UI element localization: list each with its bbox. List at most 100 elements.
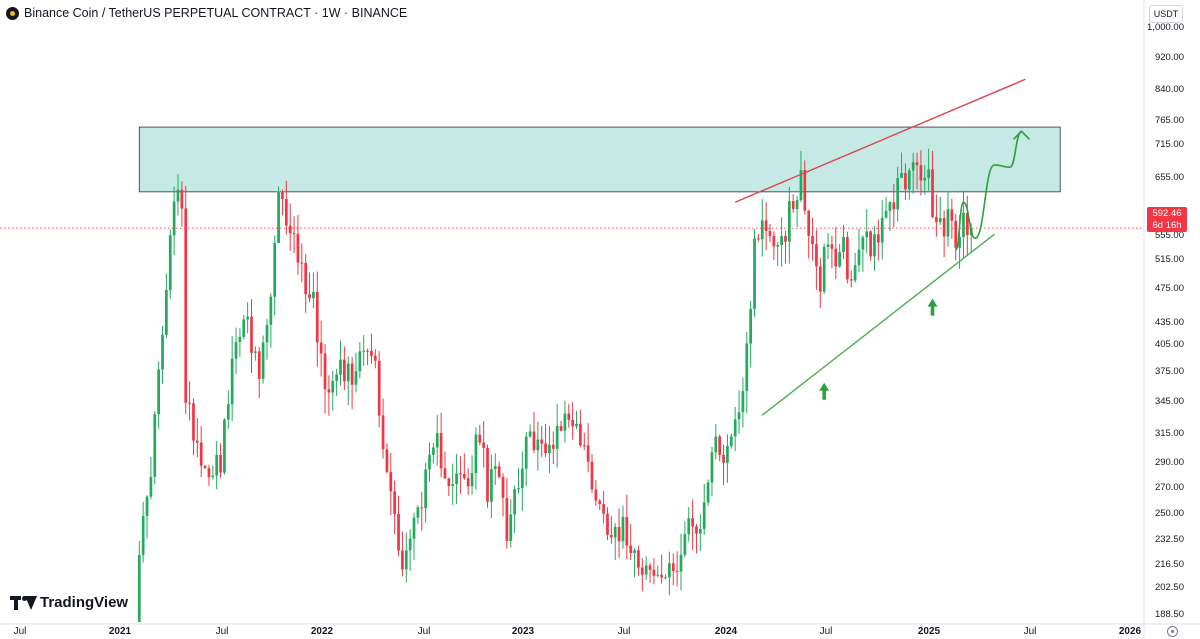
candle-body [822, 246, 826, 292]
candle-body [629, 545, 633, 553]
price-tick-label: 202.50 [1155, 582, 1184, 593]
candle-body [281, 191, 284, 200]
candle-body [145, 496, 149, 516]
candle-body [609, 534, 613, 538]
candle-body [799, 170, 803, 201]
candle-body [377, 360, 381, 416]
candle-body [501, 476, 505, 498]
time-tick-label: Jul [618, 626, 631, 637]
candle-body [675, 571, 679, 573]
candle-body [215, 454, 219, 476]
tradingview-logo[interactable]: TradingView [10, 594, 128, 611]
candle-body [830, 244, 834, 249]
candle-body [226, 404, 230, 420]
time-tick-label: 2021 [109, 626, 132, 637]
candle-body [447, 478, 451, 487]
price-tick-label: 515.00 [1155, 254, 1184, 265]
candle-body [257, 351, 261, 379]
candle-body [582, 445, 586, 447]
candle-body [223, 419, 226, 473]
candle-body [250, 316, 253, 353]
candle-body [664, 577, 667, 579]
candle-body [536, 439, 540, 451]
time-tick-label: 2024 [715, 626, 738, 637]
candle-body [424, 469, 427, 509]
candle-body [509, 514, 513, 541]
candle-body [153, 414, 157, 477]
candle-body [861, 237, 865, 250]
candle-body [234, 342, 238, 359]
candle-body [389, 471, 393, 492]
candle-body [346, 363, 350, 382]
candle-body [815, 244, 818, 267]
candle-body [884, 210, 888, 218]
candle-body [946, 209, 950, 237]
current-price-tag: 592.46 6d 16h [1147, 207, 1187, 232]
time-tick-label: Jul [14, 626, 27, 637]
time-tick-label: Jul [820, 626, 833, 637]
candle-body [470, 473, 474, 487]
candle-body [443, 468, 447, 479]
candle-body [312, 291, 315, 299]
candle-body [729, 436, 733, 447]
candle-body [586, 445, 590, 462]
candle-body [490, 469, 493, 502]
currency-unit-button[interactable]: USDT [1149, 5, 1183, 23]
candle-body [397, 514, 400, 551]
candle-body [238, 336, 242, 343]
price-tick-label: 250.00 [1155, 508, 1184, 519]
candle-body [749, 308, 753, 344]
candle-body [455, 473, 458, 485]
candle-body [288, 225, 292, 234]
trendline-support [761, 233, 995, 416]
candle-body [195, 440, 199, 443]
candle-body [888, 202, 892, 211]
candle-body [927, 169, 930, 178]
resistance-zone [138, 126, 1061, 193]
candle-body [265, 324, 269, 343]
candle-body [876, 234, 880, 243]
candle-body [559, 426, 563, 431]
candle-body [381, 415, 385, 450]
time-tick-label: Jul [216, 626, 229, 637]
candle-body [366, 350, 369, 352]
candle-body [768, 231, 772, 236]
candle-body [188, 402, 191, 404]
candle-body [904, 172, 907, 190]
candle-body [733, 419, 737, 437]
candle-body [900, 172, 903, 178]
candle-body [834, 248, 838, 267]
candle-body [660, 574, 664, 578]
candle-body [273, 243, 277, 297]
candle-body [141, 515, 145, 555]
candle-body [873, 234, 876, 257]
price-tick-label: 232.50 [1155, 534, 1184, 545]
candle-body [180, 189, 184, 209]
candle-body [292, 233, 296, 235]
candle-body [594, 489, 598, 501]
candle-body [880, 217, 884, 243]
time-tick-label: Jul [418, 626, 431, 637]
candle-body [393, 491, 397, 515]
candle-body [718, 436, 722, 455]
candle-body [652, 569, 656, 576]
candle-body [702, 502, 706, 529]
candle-body [633, 550, 636, 553]
candle-body [203, 465, 207, 469]
candle-body [462, 474, 466, 479]
candle-body [567, 413, 571, 420]
price-tick-label: 290.00 [1155, 457, 1184, 468]
candle-body [532, 431, 536, 451]
candle-body [931, 169, 934, 217]
arrow-up-icon [927, 298, 938, 307]
candle-body [300, 262, 304, 264]
candle-body [474, 434, 478, 474]
candle-body [168, 235, 172, 291]
symbol-title[interactable]: Binance Coin / TetherUS PERPETUAL CONTRA… [24, 6, 408, 20]
candle-body [826, 244, 830, 247]
gear-icon[interactable] [1167, 626, 1178, 637]
candle-body [683, 534, 687, 555]
candle-body [192, 403, 195, 441]
candle-body [579, 423, 582, 446]
